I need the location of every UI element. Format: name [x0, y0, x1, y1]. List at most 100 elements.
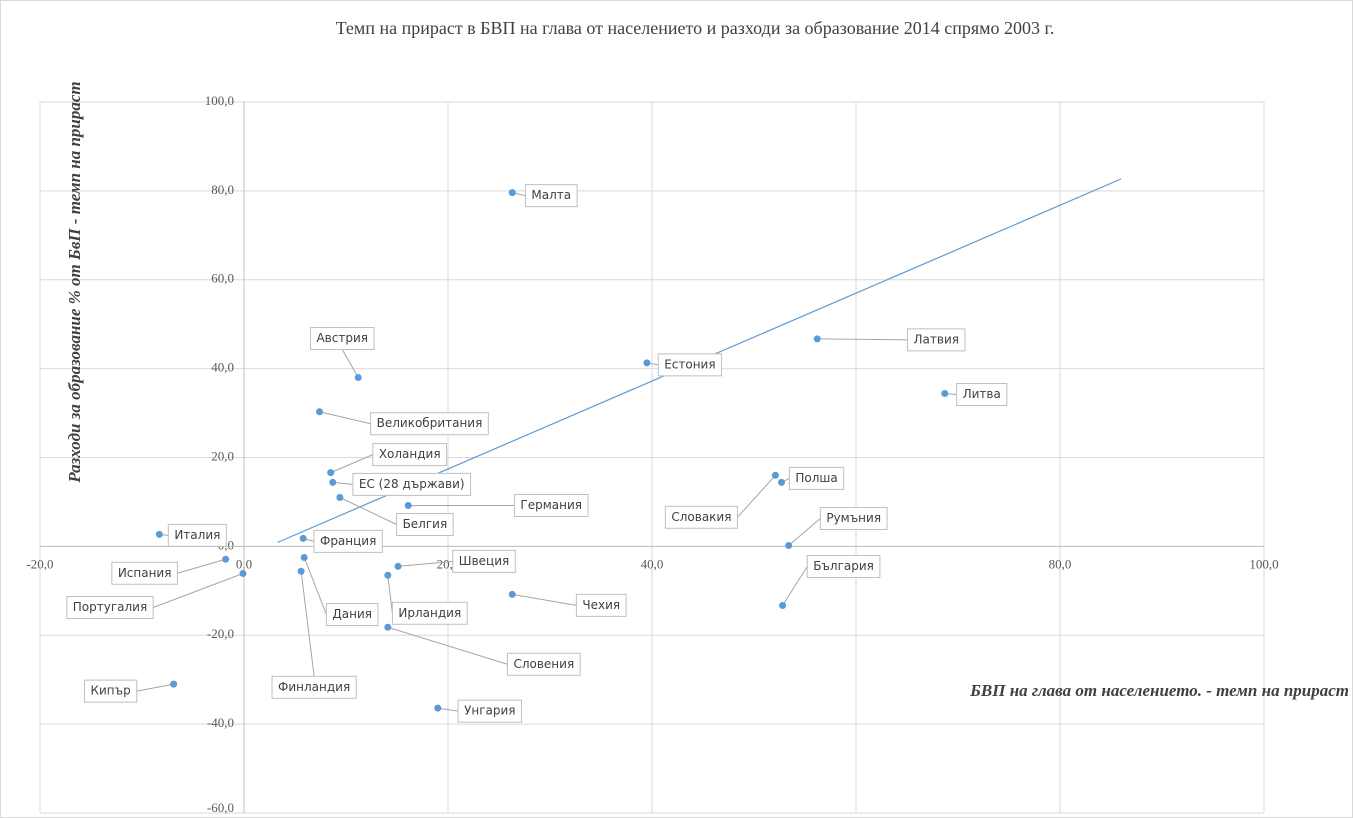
point — [384, 623, 392, 631]
label-box — [513, 493, 589, 517]
leader-line — [817, 338, 908, 341]
point-label: Ирландия — [398, 606, 461, 620]
point — [643, 359, 651, 367]
label-box — [788, 466, 845, 490]
point-label: Португалия — [73, 600, 147, 614]
data-label: Испания — [111, 561, 178, 585]
point — [384, 571, 392, 579]
point — [300, 553, 308, 561]
data-label: Литва — [956, 383, 1008, 407]
leader-line — [300, 571, 315, 677]
leader-line — [177, 558, 226, 574]
label-box — [313, 529, 383, 553]
label-box — [372, 443, 448, 467]
data-label: Великобритания — [370, 412, 489, 436]
label-box — [370, 412, 489, 436]
data-label: Румъния — [819, 506, 888, 530]
data-label: Полша — [788, 466, 845, 490]
data-label: Чехия — [575, 593, 627, 617]
data-label: Унгария — [457, 699, 523, 723]
label-box — [66, 595, 154, 619]
point — [404, 501, 412, 509]
label-box — [457, 699, 523, 723]
data-label: ЕС (28 държави) — [352, 472, 472, 496]
point-label: Литва — [963, 387, 1001, 401]
data-label: Малта — [524, 184, 578, 208]
leader-line — [341, 349, 359, 378]
point — [336, 493, 344, 501]
point — [239, 569, 247, 577]
data-label: Австрия — [309, 327, 375, 351]
label-box — [83, 679, 138, 703]
label-box — [506, 652, 581, 676]
point — [315, 408, 323, 416]
x-tick-label: 80,0 — [1049, 556, 1072, 571]
data-label: Словения — [506, 652, 581, 676]
label-box — [111, 561, 178, 585]
point-label: Румъния — [826, 511, 881, 525]
label-box — [664, 505, 738, 529]
y-tick-label: 40,0 — [211, 360, 234, 375]
label-box — [309, 327, 375, 351]
label-box — [575, 593, 627, 617]
leader-line — [303, 557, 327, 615]
y-tick-label: -60,0 — [207, 800, 234, 815]
point-label: Чехия — [582, 598, 620, 612]
point — [299, 534, 307, 542]
data-label: Швеция — [452, 549, 516, 573]
label-box — [806, 554, 881, 578]
point-label: Италия — [174, 528, 220, 542]
x-tick-label: -20,0 — [26, 556, 53, 571]
point-label: Словакия — [671, 510, 731, 524]
data-label: Естония — [657, 353, 723, 377]
point-label: Великобритания — [377, 416, 483, 430]
label-box — [391, 601, 468, 625]
point — [785, 541, 793, 549]
point-label: Холандия — [379, 447, 441, 461]
leader-line — [788, 518, 821, 546]
data-label: Белгия — [396, 512, 454, 536]
x-tick-label: 100,0 — [1249, 556, 1278, 571]
data-label: България — [806, 554, 881, 578]
data-label: Финландия — [271, 675, 357, 699]
leader-line — [136, 683, 174, 692]
label-box — [396, 512, 454, 536]
data-label: Италия — [167, 523, 227, 547]
point — [155, 530, 163, 538]
point-label: Словения — [513, 657, 574, 671]
label-box — [819, 506, 888, 530]
point — [771, 471, 779, 479]
label-box — [452, 549, 516, 573]
y-tick-label: -40,0 — [207, 715, 234, 730]
point-label: Германия — [520, 498, 582, 512]
data-label: Холандия — [372, 443, 448, 467]
point-label: Финландия — [278, 680, 350, 694]
y-tick-label: -20,0 — [207, 626, 234, 641]
label-box — [907, 328, 966, 352]
y-tick-label: 60,0 — [211, 271, 234, 286]
point-label: Белгия — [403, 517, 448, 531]
label-box — [956, 383, 1008, 407]
point-label: Латвия — [914, 332, 959, 346]
data-label: Португалия — [66, 595, 154, 619]
leader-line — [397, 560, 453, 567]
point — [394, 562, 402, 570]
data-label: Германия — [513, 493, 589, 517]
data-label: Франция — [313, 529, 383, 553]
leader-line — [153, 573, 244, 608]
point-label: Швеция — [459, 554, 509, 568]
leader-line — [387, 575, 393, 614]
point — [941, 390, 949, 398]
point-label: Испания — [118, 566, 172, 580]
label-box — [352, 472, 472, 496]
point — [297, 567, 305, 575]
y-axis-title: Разходи за образование % от БвП - темп н… — [65, 81, 84, 483]
x-axis-title: БВП на глава от населението. - темп на п… — [969, 681, 1349, 700]
leader-line — [319, 411, 371, 425]
point-label: България — [813, 559, 874, 573]
point-label: Франция — [320, 534, 376, 548]
point-label: Унгария — [464, 704, 515, 718]
leader-line — [512, 593, 577, 606]
leader-line — [387, 626, 508, 665]
